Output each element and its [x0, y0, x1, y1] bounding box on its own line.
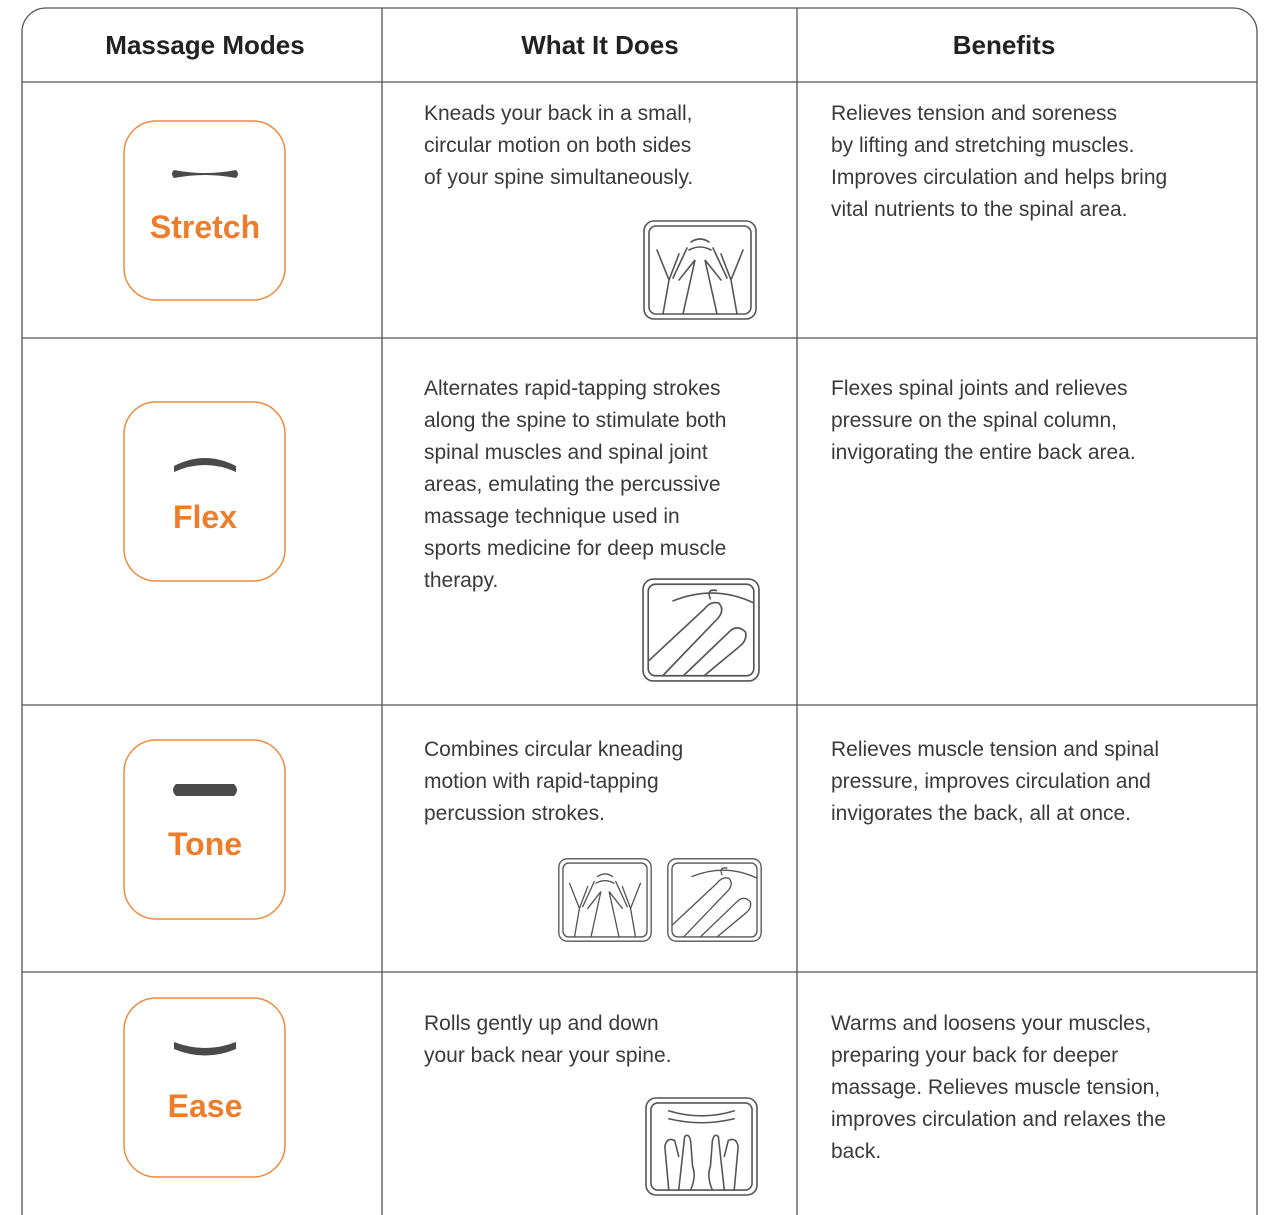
benefit-line: preparing your back for deeper — [831, 1044, 1118, 1067]
icon-stroke — [688, 238, 712, 251]
icon-stroke — [704, 247, 744, 315]
icon-stroke — [667, 1110, 736, 1124]
icon-stroke — [568, 880, 602, 938]
description-line: massage technique used in — [424, 505, 680, 528]
icon-frame — [667, 858, 762, 942]
benefit-line: invigorates the back, all at once. — [831, 802, 1131, 825]
icon-stroke — [671, 877, 732, 938]
icon-frame — [645, 1097, 758, 1196]
icon-stroke — [682, 627, 747, 677]
table-frame — [21, 7, 1258, 1215]
mode-icon — [643, 220, 757, 320]
mode-icon — [642, 578, 760, 682]
icon-stroke — [699, 897, 752, 938]
mode-button — [123, 997, 286, 1178]
benefit-line: back. — [831, 1140, 881, 1163]
description-line: along the spine to stimulate both — [424, 409, 726, 432]
icon-frame — [643, 220, 757, 320]
benefit-line: by lifting and stretching muscles. — [831, 134, 1134, 157]
icon-frame-inner — [648, 225, 752, 315]
description-line: areas, emulating the percussive — [424, 473, 721, 496]
mode-icon — [558, 858, 652, 942]
icon-stroke — [664, 1134, 695, 1191]
benefit-line: invigorating the entire back area. — [831, 441, 1136, 464]
description-line: Combines circular kneading — [424, 738, 683, 761]
benefit-line: massage. Relieves muscle tension, — [831, 1076, 1160, 1099]
icon-stroke — [672, 589, 755, 604]
mode-icon — [645, 1097, 758, 1196]
mode-label: Stretch — [150, 209, 260, 245]
icon-frame-inner — [562, 862, 648, 938]
mode-label: Ease — [168, 1088, 243, 1124]
benefit-line: improves circulation and relaxes the — [831, 1108, 1166, 1131]
benefit-line: Relieves tension and soreness — [831, 102, 1117, 125]
column-header: What It Does — [521, 30, 678, 60]
description-line: sports medicine for deep muscle — [424, 537, 726, 560]
icon-stroke — [691, 867, 758, 879]
mode-button — [123, 739, 286, 920]
button-indicator — [174, 458, 236, 472]
mode-button — [123, 401, 286, 582]
icon-stroke — [656, 247, 696, 315]
icon-stroke — [708, 1134, 739, 1191]
benefit-line: Relieves muscle tension and spinal — [831, 738, 1159, 761]
description-line: spinal muscles and spinal joint — [424, 441, 708, 464]
icon-stroke — [608, 880, 642, 938]
benefit-line: Flexes spinal joints and relieves — [831, 377, 1127, 400]
description-line: Kneads your back in a small, — [424, 102, 692, 125]
benefit-line: Warms and loosens your muscles, — [831, 1012, 1151, 1035]
description-line: percussion strokes. — [424, 802, 605, 825]
icon-frame — [558, 858, 652, 942]
icon-stroke — [647, 601, 723, 677]
benefit-line: pressure, improves circulation and — [831, 770, 1151, 793]
icon-frame-inner — [671, 862, 758, 938]
icon-frame-inner — [650, 1102, 753, 1191]
button-indicator — [174, 1042, 236, 1056]
button-indicator — [173, 784, 237, 796]
description-line: motion with rapid-tapping — [424, 770, 659, 793]
mode-label: Flex — [173, 499, 237, 535]
benefit-line: pressure on the spinal column, — [831, 409, 1117, 432]
column-header: Massage Modes — [105, 30, 304, 60]
icon-frame-inner — [647, 583, 755, 677]
description-line: therapy. — [424, 569, 498, 592]
button-indicator — [172, 170, 238, 178]
description-line: Alternates rapid-tapping strokes — [424, 377, 721, 400]
mode-button — [123, 120, 286, 301]
description-line: circular motion on both sides — [424, 134, 691, 157]
icon-stroke — [595, 873, 615, 884]
description-line: your back near your spine. — [424, 1044, 671, 1067]
benefit-line: vital nutrients to the spinal area. — [831, 198, 1128, 221]
mode-icon — [667, 858, 762, 942]
benefit-line: Improves circulation and helps bring — [831, 166, 1167, 189]
icon-frame — [642, 578, 760, 682]
column-header: Benefits — [953, 30, 1056, 60]
description-line: of your spine simultaneously. — [424, 166, 693, 189]
description-line: Rolls gently up and down — [424, 1012, 659, 1035]
mode-label: Tone — [168, 826, 242, 862]
